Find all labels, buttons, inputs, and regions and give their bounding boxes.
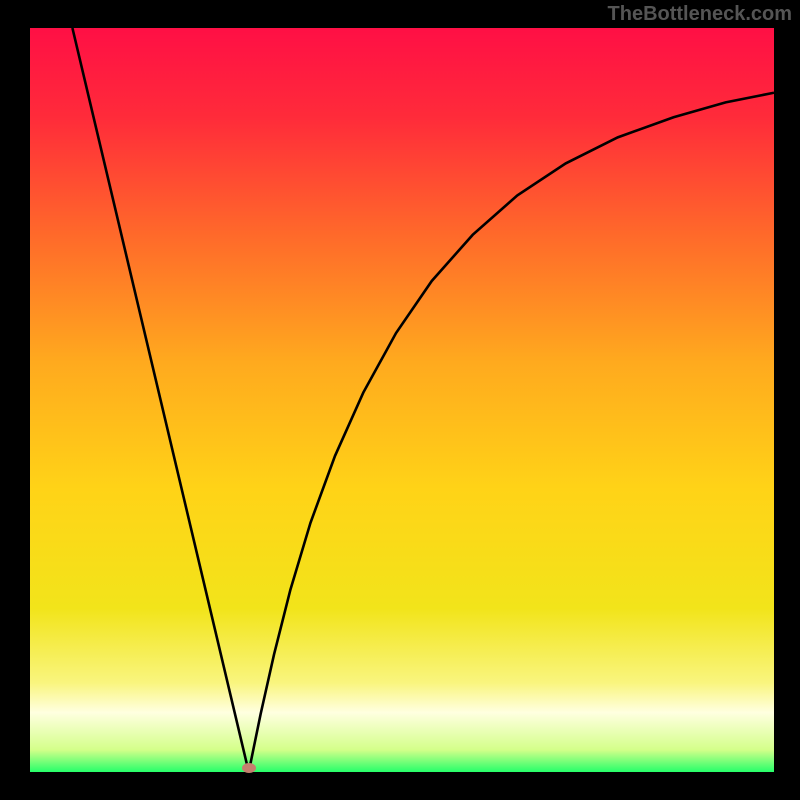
min-marker bbox=[242, 763, 256, 773]
background-gradient bbox=[30, 28, 774, 772]
plot-area bbox=[30, 28, 774, 772]
watermark-text: TheBottleneck.com bbox=[608, 3, 792, 26]
